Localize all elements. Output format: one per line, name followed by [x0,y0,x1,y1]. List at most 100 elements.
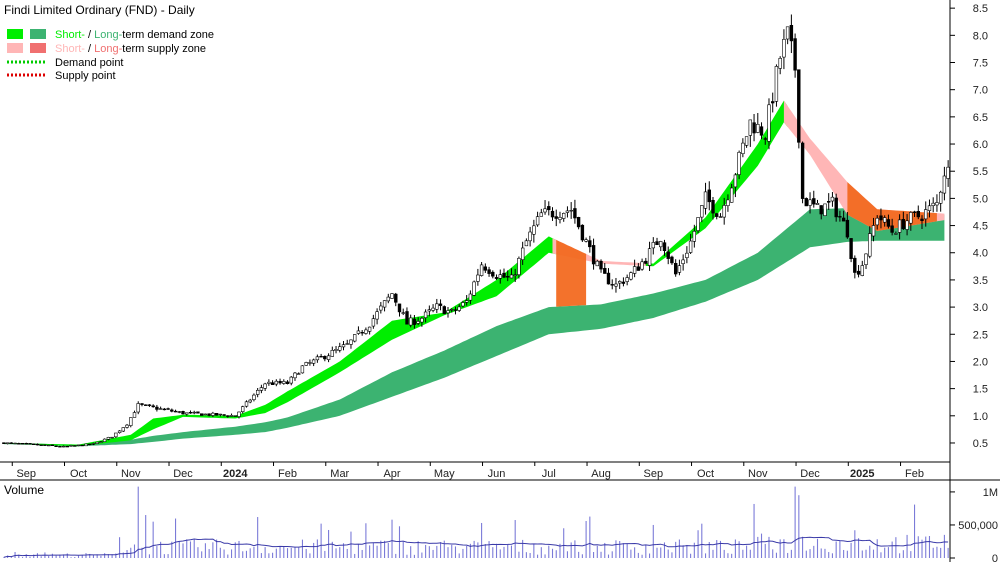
supply-overlap-zone [847,182,937,231]
candle-body [550,210,555,218]
candle-body [345,343,349,345]
candle-body [569,210,573,212]
x-tick-label: Mar [330,468,349,480]
candle-body [315,356,320,361]
candle-body [823,203,827,216]
candle-body [513,274,517,276]
candle-body [487,269,491,274]
candle-body [748,119,753,136]
candle-body [591,245,596,265]
candle-body [88,443,92,446]
candle-body [442,306,446,315]
candle-body [408,317,413,326]
candle-body [752,122,756,134]
candle-body [367,326,372,332]
price-tick-label: 8.5 [973,3,988,15]
candle-body [688,240,693,253]
x-tick-label: Nov [121,468,141,480]
x-tick-label: Jul [542,468,556,480]
candle-body [394,293,398,303]
candle-body [875,217,879,226]
candle-body [651,242,656,249]
candle-body [882,217,887,223]
candle-body [390,293,394,299]
candle-body [673,262,678,275]
candle-body [158,408,163,410]
candle-body [427,309,431,312]
candle-body [722,205,726,218]
candle-body [274,380,278,385]
candle-body [561,213,566,219]
candle-body [830,196,835,202]
candle-body [826,201,831,203]
candle-body [192,411,196,414]
candle-body [285,381,290,384]
candle-body [259,387,264,391]
candle-body [371,318,376,327]
candle-body [397,303,402,313]
candle-body [849,238,853,259]
candle-body [155,406,159,410]
candle-body [658,241,663,248]
candle-body [741,142,745,155]
candle-body [905,220,909,230]
candle-body [136,403,140,413]
x-tick-label: Feb [905,468,924,480]
candle-body [218,413,222,416]
candle-body [80,444,84,447]
candle-body [603,267,607,274]
candle-body [341,344,346,348]
candle-body [76,444,81,447]
candle-body [528,231,532,242]
candle-body [897,219,902,233]
candle-body [565,210,570,213]
price-tick-label: 3.0 [973,302,988,314]
candle-body [547,206,551,211]
candle-body [405,311,409,325]
candle-body [20,442,25,445]
candle-body [54,445,58,447]
legend-swatch-short-supply [7,43,23,53]
legend-swatch-short-demand [7,29,23,39]
candle-body [599,260,603,270]
candle-body [909,212,913,224]
price-tick-label: 6.0 [973,139,988,151]
legend-demand-zone: Short- / Long-term demand zone [55,29,214,41]
candle-body [576,217,581,228]
candle-body [61,445,66,448]
candle-body [744,136,749,146]
candle-body [520,247,525,260]
candle-body [916,211,921,218]
candle-body [200,413,204,416]
candle-body [800,142,805,199]
candle-body [491,271,495,277]
candle-body [58,445,62,448]
price-tick-label: 5.5 [973,166,988,178]
candle-body [140,403,144,405]
candle-body [364,329,368,334]
candle-body [726,199,730,206]
candle-body [379,305,383,311]
candle-body [483,266,487,271]
candle-body [692,231,697,242]
candle-body [188,411,193,414]
candle-body [319,355,323,358]
volume-average-line [3,536,949,558]
price-tick-label: 1.0 [973,411,988,423]
price-tick-label: 2.0 [973,356,988,368]
candle-body [808,199,812,206]
candle-body [173,410,178,413]
candle-body [927,205,932,211]
legend-supply-sep: / [85,43,94,55]
candle-body [763,138,768,140]
candle-body [509,274,514,279]
legend-supply-long: Long- [94,43,122,55]
candle-body [901,219,906,230]
candle-body [255,389,260,395]
candle-body [17,443,21,445]
candle-body [296,373,301,375]
candle-body [942,175,947,194]
candle-body [812,198,816,205]
candle-body [457,306,461,311]
candle-body [894,233,898,235]
